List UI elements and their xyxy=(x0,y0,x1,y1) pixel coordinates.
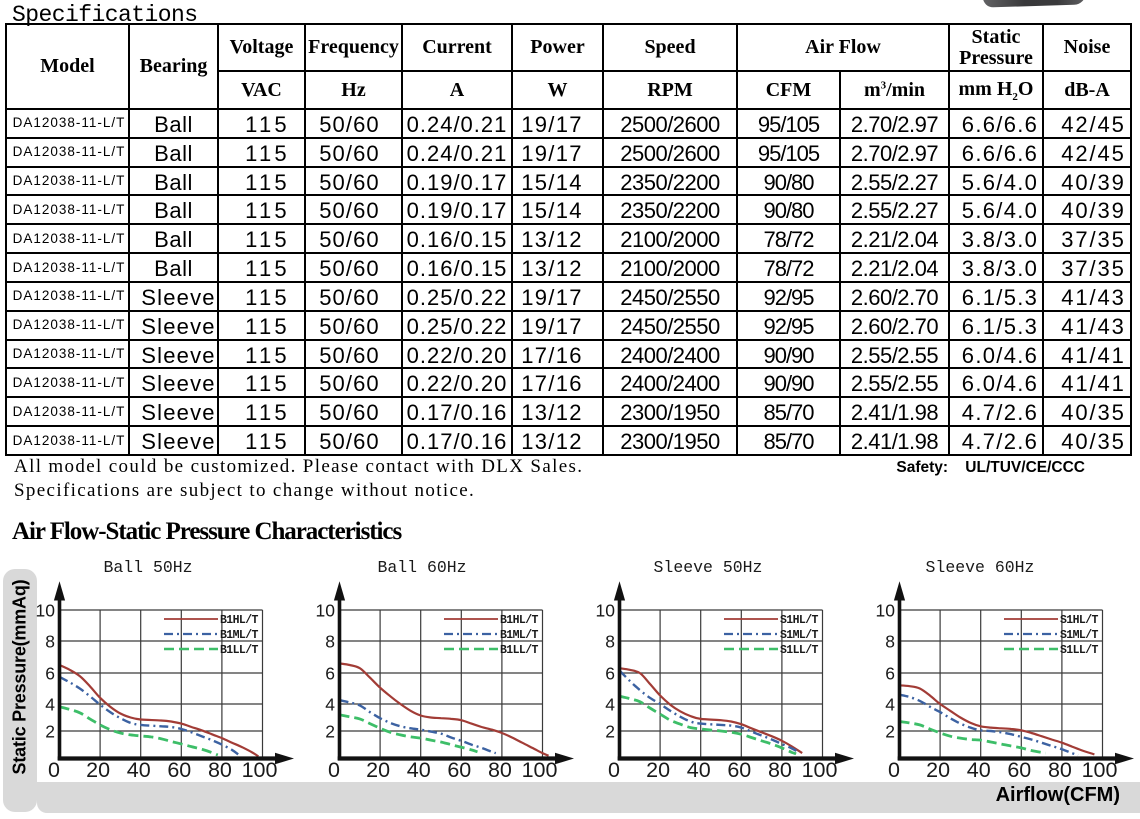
svg-text:20: 20 xyxy=(926,758,950,782)
svg-text:0: 0 xyxy=(608,758,620,782)
svg-text:2: 2 xyxy=(45,722,55,742)
svg-text:40: 40 xyxy=(967,758,991,782)
svg-text:60: 60 xyxy=(167,758,191,782)
svg-text:6: 6 xyxy=(605,664,615,684)
svg-text:6: 6 xyxy=(325,664,335,684)
svg-text:8: 8 xyxy=(605,632,615,652)
svg-text:Ball 50Hz: Ball 50Hz xyxy=(103,558,192,577)
svg-text:40: 40 xyxy=(127,758,151,782)
svg-text:80: 80 xyxy=(488,758,512,782)
svg-text:4: 4 xyxy=(45,695,55,715)
svg-text:Sleeve 50Hz: Sleeve 50Hz xyxy=(654,558,763,577)
svg-text:0: 0 xyxy=(48,758,60,782)
svg-text:20: 20 xyxy=(646,758,670,782)
svg-text:B1LL/T: B1LL/T xyxy=(220,644,259,657)
svg-text:100: 100 xyxy=(802,758,838,782)
svg-text:10: 10 xyxy=(36,601,56,621)
svg-text:2: 2 xyxy=(885,722,895,742)
svg-text:40: 40 xyxy=(687,758,711,782)
svg-text:8: 8 xyxy=(325,632,335,652)
svg-text:0: 0 xyxy=(328,758,340,782)
svg-text:S1LL/T: S1LL/T xyxy=(1060,644,1099,657)
svg-text:4: 4 xyxy=(605,695,615,715)
svg-text:20: 20 xyxy=(366,758,390,782)
svg-text:6: 6 xyxy=(45,664,55,684)
svg-text:2: 2 xyxy=(605,722,615,742)
svg-text:S1HL/T: S1HL/T xyxy=(780,614,819,627)
svg-text:S1ML/T: S1ML/T xyxy=(1060,629,1099,642)
svg-text:0: 0 xyxy=(888,758,900,782)
svg-text:Ball 60Hz: Ball 60Hz xyxy=(377,558,466,577)
svg-text:80: 80 xyxy=(1048,758,1072,782)
svg-text:B1ML/T: B1ML/T xyxy=(220,629,259,642)
svg-text:4: 4 xyxy=(885,695,895,715)
svg-text:40: 40 xyxy=(407,758,431,782)
svg-text:10: 10 xyxy=(876,601,896,621)
svg-text:10: 10 xyxy=(596,601,616,621)
svg-text:S1LL/T: S1LL/T xyxy=(780,644,819,657)
svg-text:2: 2 xyxy=(325,722,335,742)
svg-text:80: 80 xyxy=(208,758,232,782)
svg-text:60: 60 xyxy=(1007,758,1031,782)
svg-text:S1ML/T: S1ML/T xyxy=(780,629,819,642)
svg-text:4: 4 xyxy=(325,695,335,715)
svg-text:100: 100 xyxy=(1082,758,1118,782)
svg-text:8: 8 xyxy=(45,632,55,652)
svg-text:8: 8 xyxy=(885,632,895,652)
svg-text:B1ML/T: B1ML/T xyxy=(500,629,539,642)
svg-text:S1HL/T: S1HL/T xyxy=(1060,614,1099,627)
svg-text:60: 60 xyxy=(727,758,751,782)
svg-text:Sleeve 60Hz: Sleeve 60Hz xyxy=(926,558,1035,577)
svg-text:80: 80 xyxy=(768,758,792,782)
svg-text:20: 20 xyxy=(86,758,110,782)
svg-text:10: 10 xyxy=(316,601,336,621)
svg-text:100: 100 xyxy=(242,758,278,782)
svg-text:60: 60 xyxy=(447,758,471,782)
svg-text:B1LL/T: B1LL/T xyxy=(500,644,539,657)
svg-text:B1HL/T: B1HL/T xyxy=(500,614,539,627)
svg-text:6: 6 xyxy=(885,664,895,684)
svg-text:100: 100 xyxy=(522,758,558,782)
svg-text:B1HL/T: B1HL/T xyxy=(220,614,259,627)
